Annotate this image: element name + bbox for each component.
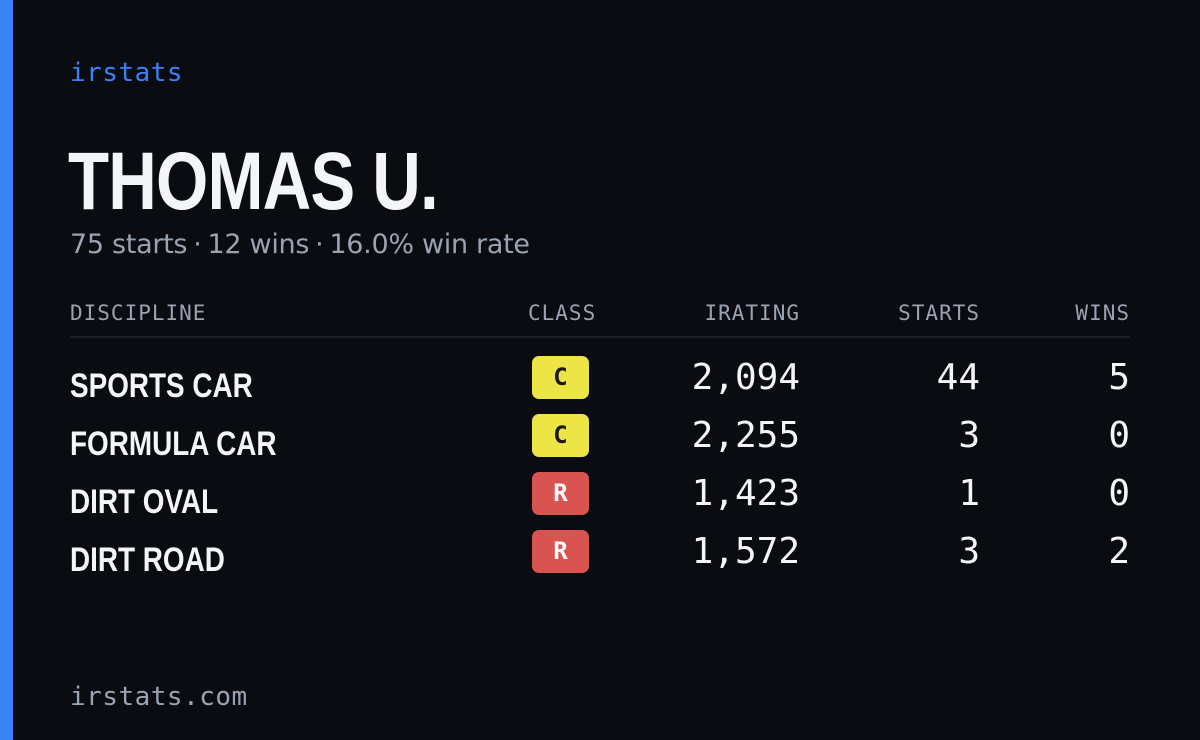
table-row: DIRT ROAD R 1,572 3 2 (70, 528, 1130, 586)
header-class: CLASS (528, 301, 597, 325)
starts-summary: 75 starts (70, 229, 188, 260)
player-summary: 75 starts · 12 wins · 16.0% win rate (70, 226, 530, 264)
player-name: THOMAS U. (68, 136, 439, 227)
table-row: DIRT OVAL R 1,423 1 0 (70, 470, 1130, 528)
summary-separator: · (315, 229, 324, 260)
header-wins: WINS (1075, 301, 1130, 325)
table-row: FORMULA CAR C 2,255 3 0 (70, 412, 1130, 470)
discipline-stats-table: DISCIPLINE CLASS IRATING STARTS WINS SPO… (70, 296, 1130, 586)
class-badge: R (532, 472, 589, 515)
class-badge: C (532, 356, 589, 399)
header-irating: IRATING (704, 301, 800, 325)
class-badge: C (532, 414, 589, 457)
starts-value: 3 (958, 531, 980, 572)
accent-bar (0, 0, 13, 740)
win-rate-summary: 16.0% win rate (329, 229, 530, 260)
class-badge: R (532, 530, 589, 573)
header-starts: STARTS (898, 301, 980, 325)
summary-separator: · (193, 229, 202, 260)
irating-value: 2,094 (691, 357, 800, 398)
starts-value: 44 (936, 357, 980, 398)
wins-value: 0 (1108, 415, 1130, 456)
table-header: DISCIPLINE CLASS IRATING STARTS WINS (70, 296, 1130, 338)
wins-value: 2 (1108, 531, 1130, 572)
discipline-name: DIRT ROAD (70, 541, 225, 579)
discipline-name: SPORTS CAR (70, 367, 253, 405)
irating-value: 2,255 (691, 415, 800, 456)
wins-summary: 12 wins (207, 229, 310, 260)
header-discipline: DISCIPLINE (70, 301, 207, 325)
table-row: SPORTS CAR C 2,094 44 5 (70, 354, 1130, 412)
starts-value: 1 (958, 473, 980, 514)
wins-value: 0 (1108, 473, 1130, 514)
discipline-name: FORMULA CAR (70, 425, 277, 463)
brand-logo-text[interactable]: irstats (70, 58, 184, 88)
table-body: SPORTS CAR C 2,094 44 5 FORMULA CAR C 2,… (70, 354, 1130, 586)
wins-value: 5 (1108, 357, 1130, 398)
irating-value: 1,423 (691, 473, 800, 514)
irating-value: 1,572 (691, 531, 800, 572)
discipline-name: DIRT OVAL (70, 483, 219, 521)
starts-value: 3 (958, 415, 980, 456)
footer-url[interactable]: irstats.com (70, 682, 248, 712)
